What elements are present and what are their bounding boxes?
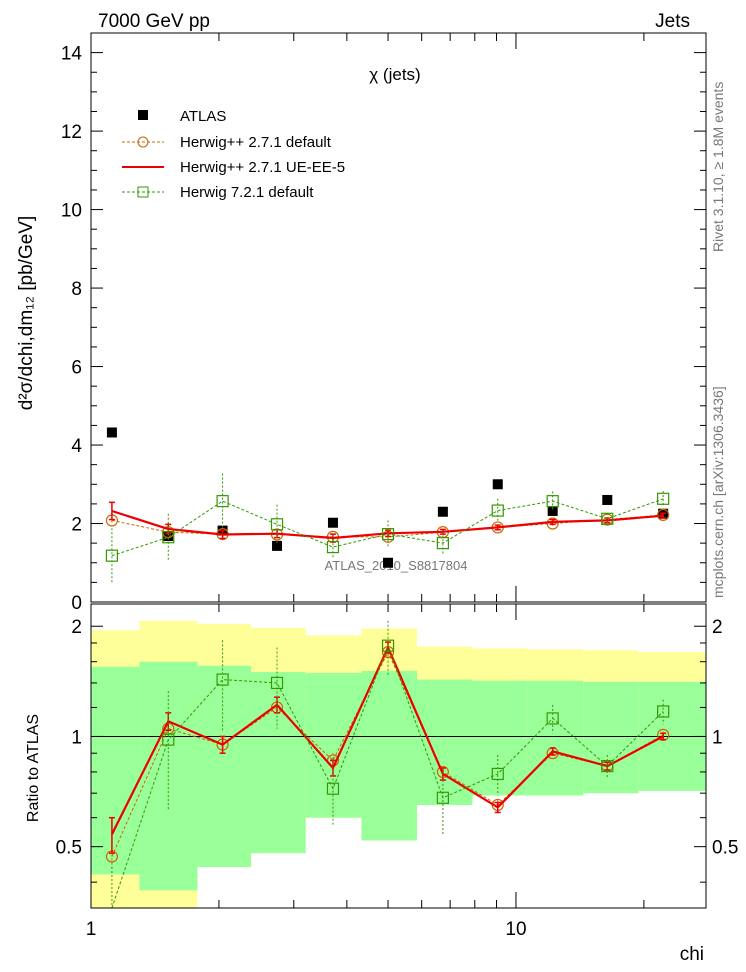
main-y-tick-label: 0 <box>71 593 82 614</box>
data-point-atlas <box>547 505 558 516</box>
main-frame <box>90 32 707 603</box>
data-point-atlas <box>327 517 338 528</box>
side-label-mcplots: mcplots.cern.ch [arXiv:1306.3436] <box>710 386 726 598</box>
main-series-line-herwig-7-2-1-default <box>111 498 664 557</box>
band-inner-bin <box>472 680 527 796</box>
main-y-tick-label: 6 <box>71 358 82 379</box>
ratio-y-tick-label-left: 1 <box>71 727 82 748</box>
main-point-herwig7 <box>381 528 395 541</box>
ratio-y-axis-label: Ratio to ATLAS <box>25 714 42 822</box>
x-tick-label: 1 <box>86 919 97 940</box>
data-point-atlas <box>492 479 503 490</box>
ratio-point-herwig7 <box>162 733 175 746</box>
ratio-plot-area <box>91 620 706 909</box>
main-point-herwig7 <box>216 495 229 508</box>
band-inner-bin <box>251 671 306 854</box>
legend-label-herwig7: Herwig 7.2.1 default <box>180 184 314 201</box>
plot-title: χ (jets) <box>369 65 420 84</box>
legend-marker-atlas <box>138 110 148 120</box>
main-point-herwig7 <box>491 504 504 517</box>
header-left: 7000 GeV pp <box>98 11 210 32</box>
main-point-herwig7 <box>657 492 670 505</box>
data-point-atlas <box>437 506 448 517</box>
main-point-herwig7 <box>105 549 119 562</box>
legend-marker-herwigpp-default <box>137 136 149 148</box>
ratio-point-herwig7 <box>601 759 614 773</box>
legend-marker-herwig7 <box>137 186 149 198</box>
main-y-axis-label: d²σ/dchi,dm₁₂ [pb/GeV] <box>16 216 37 410</box>
side-label-rivet: Rivet 3.1.10, ≥ 1.8M events <box>710 82 726 252</box>
legend-label-herwigpp-default: Herwig++ 2.7.1 default <box>180 134 332 151</box>
main-point-herwigpp-default <box>657 508 670 521</box>
band-inner-bin <box>197 665 252 868</box>
main-y-tick-label: 4 <box>71 436 82 457</box>
main-point-herwig7 <box>270 518 284 531</box>
main-point-herwig7 <box>326 540 340 554</box>
legend: ATLAS Herwig++ 2.7.1 default Herwig++ 2.… <box>122 108 345 201</box>
watermark: ATLAS_2010_S8817804 <box>325 558 468 573</box>
data-point-atlas <box>106 427 117 438</box>
main-y-tick-label: 12 <box>61 122 82 143</box>
ratio-y-tick-label-right: 2 <box>712 617 723 638</box>
main-y-tick-label: 14 <box>61 44 83 65</box>
x-axis-label: chi <box>680 944 704 965</box>
data-point-atlas <box>383 557 394 568</box>
band-inner-bin <box>305 673 362 818</box>
ratio-point-herwig7 <box>436 791 449 804</box>
x-tick-label: 10 <box>505 919 526 940</box>
ratio-point-herwig7 <box>491 767 504 781</box>
data-point-atlas <box>272 540 283 551</box>
band-inner-bin <box>91 666 140 875</box>
main-plot-area <box>105 427 670 584</box>
ratio-point-herwig7 <box>381 639 395 652</box>
ratio-frame <box>90 603 707 909</box>
main-y-tick-label: 8 <box>71 279 82 300</box>
data-point-atlas <box>163 531 174 542</box>
main-point-herwig7 <box>546 495 559 508</box>
ratio-point-herwig7 <box>270 676 284 690</box>
main-point-herwig7 <box>162 531 175 544</box>
main-y-tick-label: 10 <box>61 201 82 222</box>
ratio-point-herwig7 <box>326 782 340 795</box>
main-point-herwig7 <box>436 537 449 550</box>
band-inner-bin <box>583 681 639 794</box>
ratio-y-tick-label-left: 0.5 <box>56 838 82 859</box>
ratio-point-herwig7 <box>216 673 229 686</box>
header-right: Jets <box>655 11 690 32</box>
ratio-y-tick-label-right: 0.5 <box>712 838 738 859</box>
ratio-point-herwig7 <box>546 712 559 725</box>
band-inner-bin <box>526 680 584 796</box>
main-y-tick-label: 2 <box>71 515 82 536</box>
ratio-point-herwig7 <box>657 705 670 718</box>
ratio-uncertainty-bands <box>91 620 706 908</box>
ratio-y-tick-label-left: 2 <box>71 617 82 638</box>
legend-label-herwigpp-ueee5: Herwig++ 2.7.1 UE-EE-5 <box>180 159 345 176</box>
data-point-atlas <box>602 494 613 505</box>
main-point-herwig7 <box>601 512 614 525</box>
ratio-y-tick-label-right: 1 <box>712 727 723 748</box>
legend-label-atlas: ATLAS <box>180 108 226 125</box>
